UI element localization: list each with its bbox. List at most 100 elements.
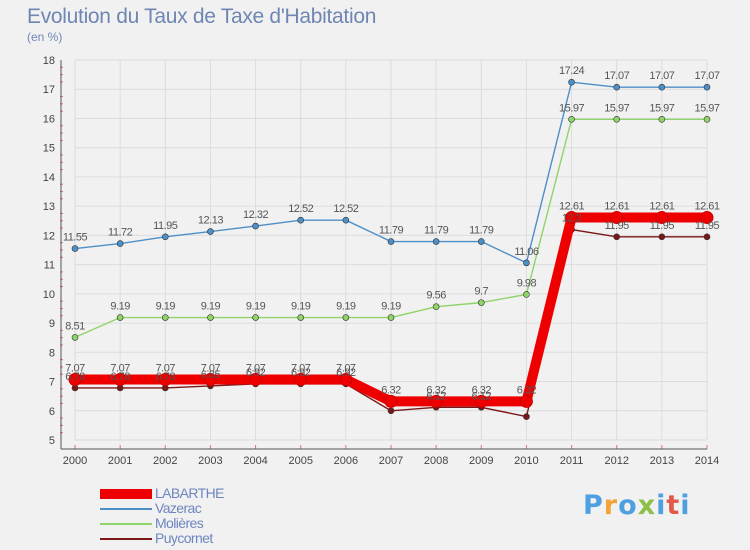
y-tick-label: 15 bbox=[43, 143, 55, 155]
data-label: 11.79 bbox=[424, 225, 449, 237]
data-label: 9.7 bbox=[474, 286, 488, 298]
data-label: 9.56 bbox=[426, 290, 446, 302]
data-point-puycornet bbox=[658, 233, 666, 241]
axes: 5 6 7 8 9 10 11 12 13 14 15 16 17 18 2000 2001 2002 2003 2… bbox=[43, 55, 719, 467]
data-label: 6.32 bbox=[517, 384, 537, 396]
data-point-molières bbox=[613, 116, 621, 123]
data-point-vazerac bbox=[703, 83, 711, 91]
data-label: 11.95 bbox=[695, 220, 720, 232]
y-tick-label: 12 bbox=[43, 230, 55, 242]
data-point-molières bbox=[207, 314, 214, 321]
data-point-puycornet bbox=[387, 407, 395, 415]
logo-letter: P bbox=[583, 490, 604, 521]
x-tick-label: 2003 bbox=[198, 455, 222, 467]
data-label: 11.55 bbox=[63, 232, 88, 244]
x-tick-label: 2004 bbox=[243, 455, 267, 467]
data-point-molières bbox=[387, 314, 395, 321]
data-point-molières bbox=[252, 314, 259, 321]
legend-label: Puycornet bbox=[155, 530, 213, 546]
data-point-labarthe bbox=[519, 394, 533, 408]
data-point-puycornet bbox=[523, 413, 530, 420]
data-point-molières bbox=[568, 116, 575, 123]
legend-label: Molières bbox=[155, 515, 204, 531]
data-label: 11.06 bbox=[514, 246, 539, 258]
data-point-puycornet bbox=[613, 233, 621, 241]
data-label: 11.79 bbox=[379, 225, 404, 237]
data-label: 11.95 bbox=[650, 220, 675, 232]
logo-letter: x bbox=[637, 490, 657, 521]
data-label: 12.61 bbox=[694, 201, 719, 213]
logo-letter: o bbox=[618, 490, 638, 521]
series-lines bbox=[68, 78, 714, 420]
data-point-labarthe bbox=[249, 372, 263, 386]
data-label: 6.78 bbox=[110, 371, 130, 383]
y-tick-label: 16 bbox=[43, 113, 55, 125]
y-tick-label: 6 bbox=[49, 406, 55, 418]
grid bbox=[74, 59, 708, 441]
data-point-vazerac bbox=[477, 238, 485, 245]
data-point-molières bbox=[71, 334, 79, 341]
data-point-labarthe bbox=[68, 372, 82, 386]
chart-subtitle: (en %) bbox=[27, 30, 63, 44]
data-label: 9.19 bbox=[246, 301, 266, 313]
data-point-vazerac bbox=[116, 240, 124, 247]
data-label: 7.07 bbox=[336, 362, 356, 374]
data-label: 15.97 bbox=[604, 102, 629, 114]
data-label: 17.07 bbox=[649, 70, 674, 82]
data-label: 15.97 bbox=[649, 102, 674, 114]
data-label: 11.79 bbox=[469, 225, 494, 237]
data-point-molières bbox=[658, 116, 666, 123]
data-label: 17.07 bbox=[694, 70, 719, 82]
data-label: 6.78 bbox=[156, 371, 176, 383]
data-point-vazerac bbox=[71, 245, 79, 252]
data-label: 7.07 bbox=[246, 362, 266, 374]
data-label: 6.32 bbox=[426, 384, 446, 396]
data-point-vazerac bbox=[342, 216, 350, 224]
legend-label: LABARTHE bbox=[155, 485, 224, 501]
data-label: 6.32 bbox=[381, 384, 401, 396]
y-tick-label: 7 bbox=[49, 377, 55, 389]
data-point-vazerac bbox=[297, 216, 305, 224]
data-point-labarthe bbox=[384, 394, 398, 408]
data-point-vazerac bbox=[252, 222, 259, 230]
logo-letter: i bbox=[656, 490, 667, 521]
data-point-labarthe bbox=[158, 372, 172, 386]
x-tick-label: 2011 bbox=[560, 455, 584, 467]
y-tick-label: 14 bbox=[43, 172, 55, 184]
data-label: 11.72 bbox=[108, 227, 133, 239]
data-label: 9.19 bbox=[110, 301, 130, 313]
data-label: 11.95 bbox=[153, 220, 178, 232]
legend-swatch bbox=[100, 538, 152, 540]
legend-swatch bbox=[100, 523, 152, 525]
x-tick-label: 2014 bbox=[695, 455, 719, 467]
y-tick-label: 8 bbox=[49, 347, 55, 359]
data-label: 12.32 bbox=[243, 209, 268, 221]
data-point-molières bbox=[116, 314, 124, 321]
data-label: 7.07 bbox=[156, 362, 176, 374]
data-label: 9.19 bbox=[291, 301, 311, 313]
x-tick-label: 2009 bbox=[469, 455, 493, 467]
data-point-labarthe bbox=[655, 211, 669, 225]
data-point-labarthe bbox=[700, 211, 714, 225]
data-label: 7.07 bbox=[201, 362, 221, 374]
y-tick-label: 13 bbox=[43, 201, 55, 213]
x-tick-label: 2008 bbox=[424, 455, 448, 467]
data-point-vazerac bbox=[523, 259, 530, 267]
data-point-molières bbox=[523, 291, 530, 298]
logo-letter: i bbox=[680, 490, 691, 521]
data-point-molières bbox=[432, 303, 440, 311]
data-label: 7.07 bbox=[291, 362, 311, 374]
y-tick-label: 9 bbox=[49, 318, 55, 330]
legend-label: Vazerac bbox=[155, 500, 202, 516]
legend-swatch bbox=[100, 508, 152, 510]
data-label: 12.61 bbox=[559, 201, 584, 213]
data-label: 6.12 bbox=[472, 390, 492, 402]
legend-swatch bbox=[100, 489, 152, 499]
data-point-molières bbox=[342, 314, 350, 321]
data-point-molières bbox=[703, 116, 711, 123]
data-label: 15.97 bbox=[694, 102, 719, 114]
data-label: 8.51 bbox=[65, 320, 85, 332]
data-point-labarthe bbox=[339, 372, 353, 386]
data-labels: 7.07 7.07 7.07 7.07 7.07 7.07 7.07 6.32 6.32 6.32… bbox=[63, 65, 721, 402]
data-label: 12.2 bbox=[562, 213, 582, 225]
